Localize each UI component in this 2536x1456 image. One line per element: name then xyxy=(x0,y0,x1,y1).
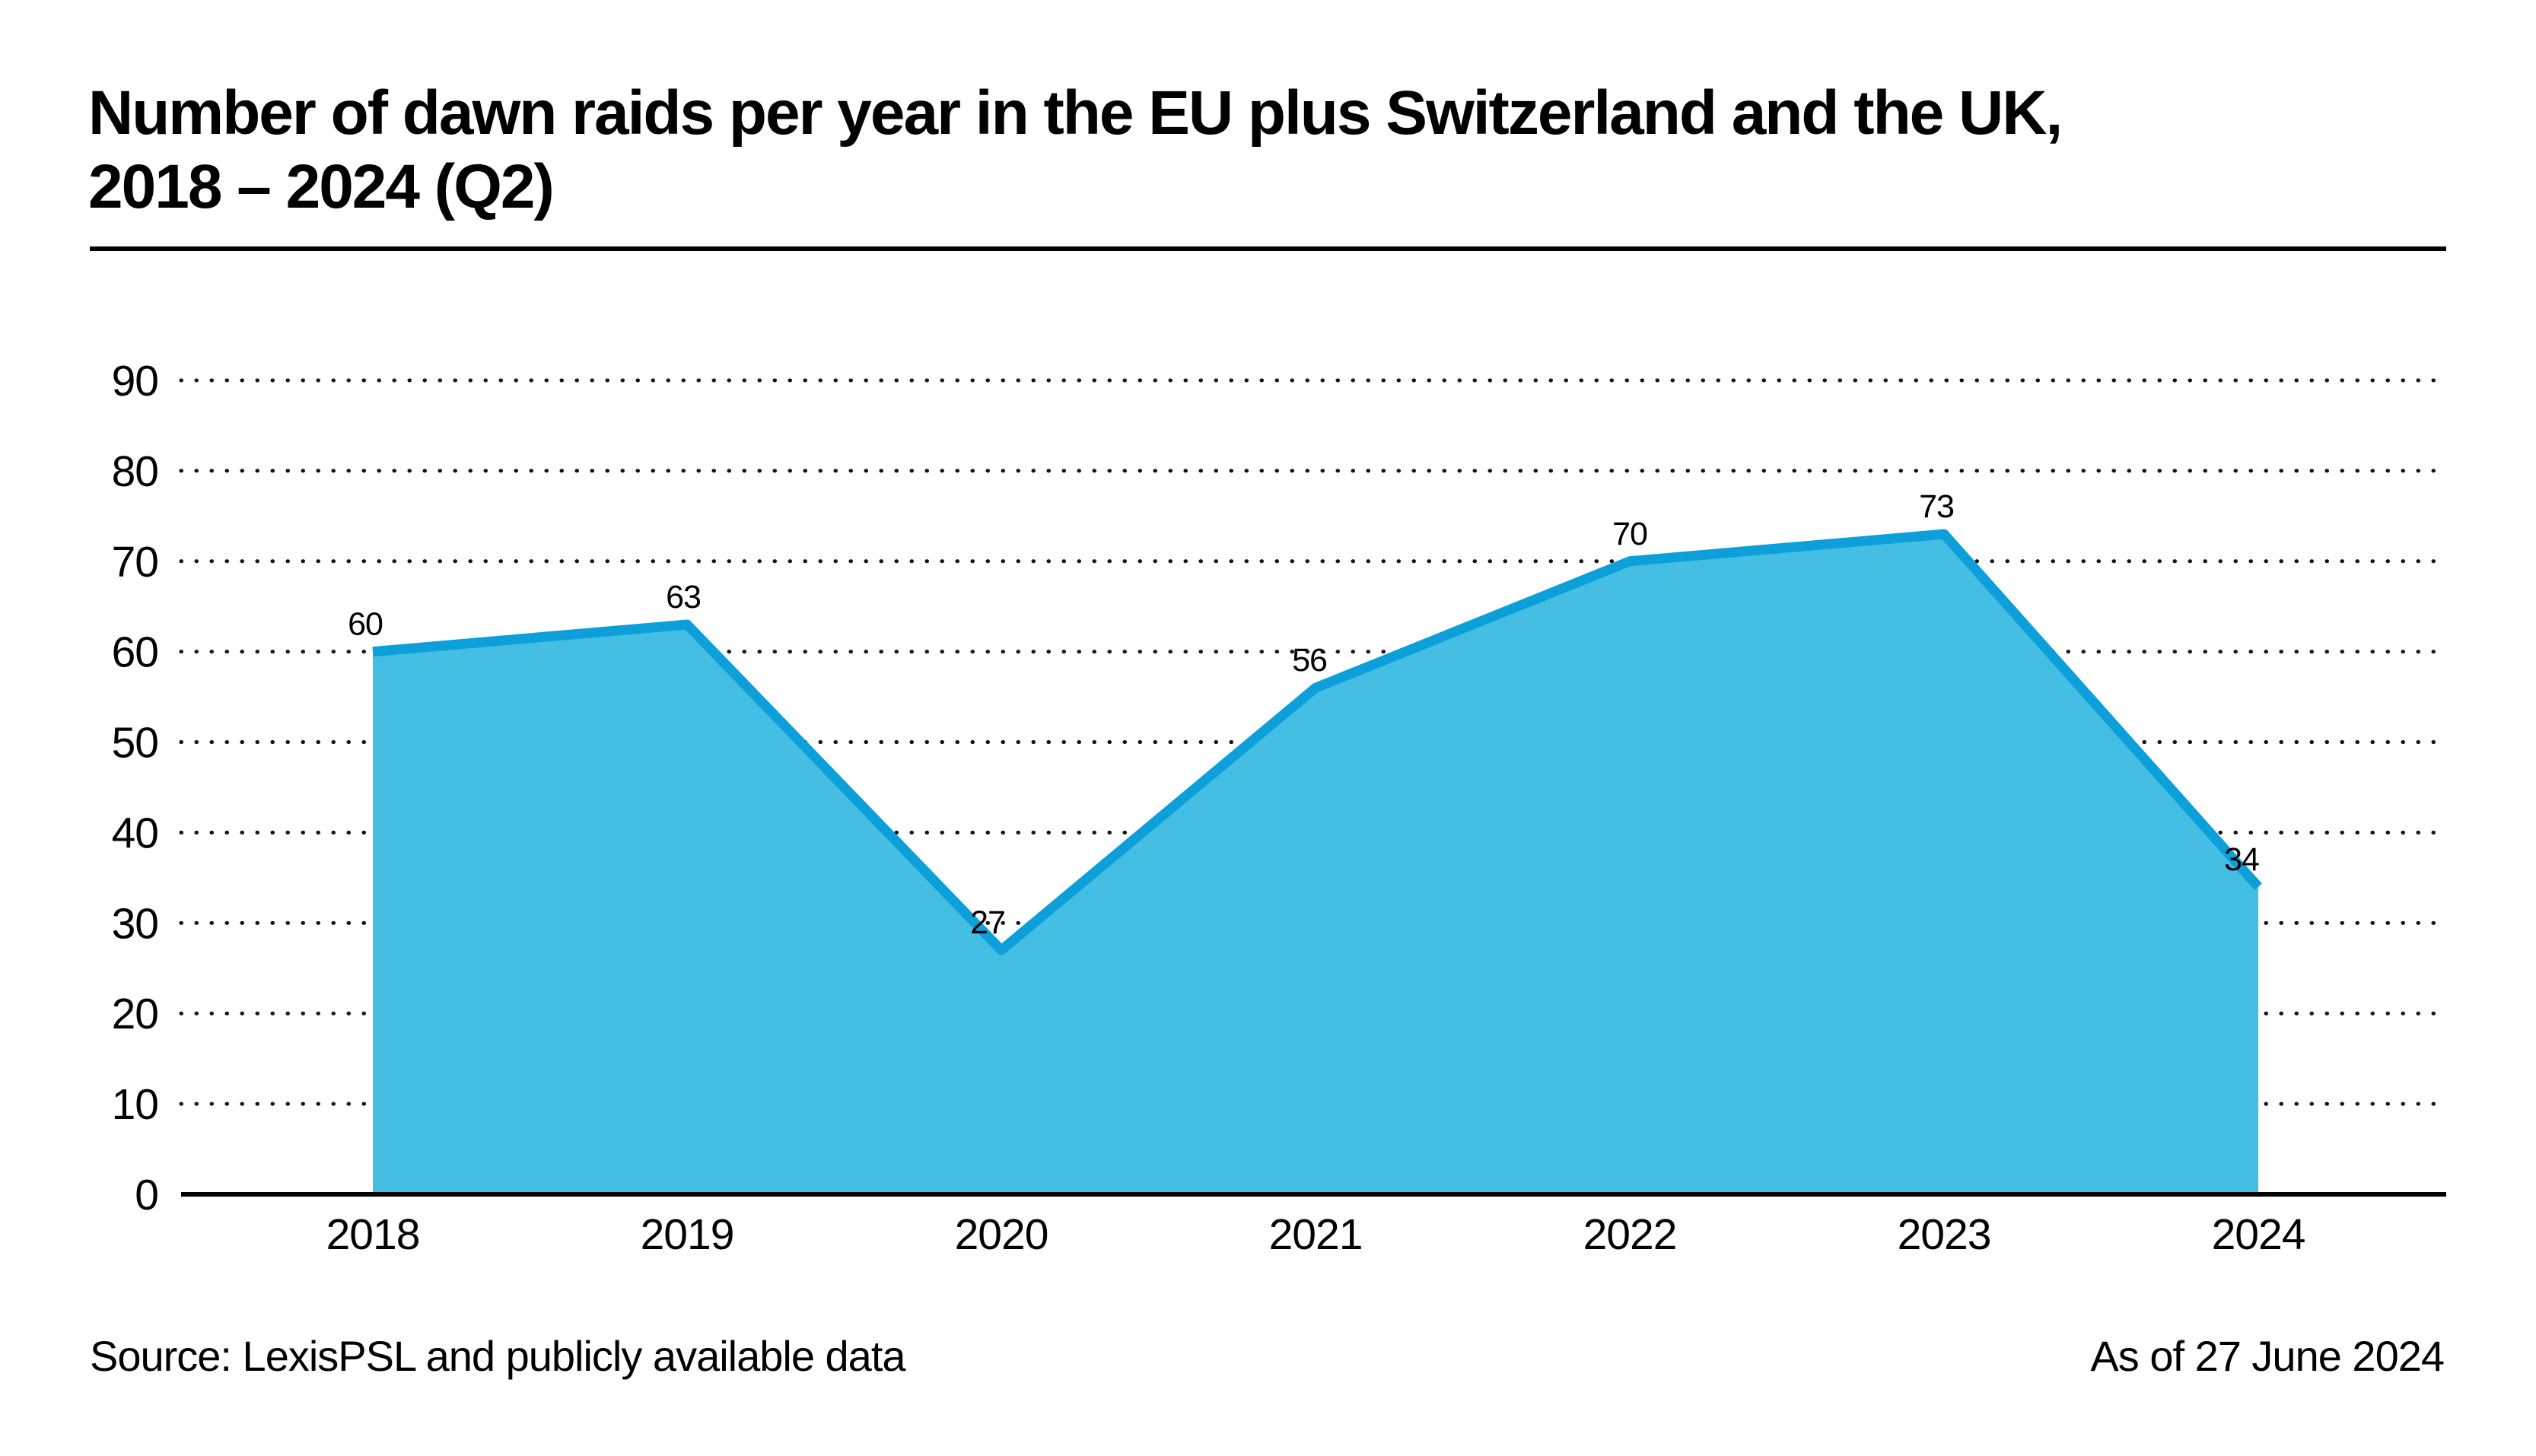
y-tick-label-40: 40 xyxy=(112,809,158,857)
x-tick-label-2023: 2023 xyxy=(1898,1210,1991,1259)
source-note: Source: LexisPSL and publicly available … xyxy=(90,1332,906,1380)
page-title-line-2: 2018 – 2024 (Q2) xyxy=(88,152,553,221)
y-tick-label-50: 50 xyxy=(112,719,158,768)
data-label-2024: 34 xyxy=(2224,841,2259,878)
y-tick-label-30: 30 xyxy=(112,899,158,948)
area-fill xyxy=(373,534,2258,1194)
y-tick-label-0: 0 xyxy=(135,1171,158,1219)
y-tick-label-80: 80 xyxy=(112,447,158,496)
y-tick-label-20: 20 xyxy=(112,990,158,1038)
page-title-line-1: Number of dawn raids per year in the EU … xyxy=(88,78,2061,148)
y-tick-label-60: 60 xyxy=(112,628,158,677)
as-of-note: As of 27 June 2024 xyxy=(2090,1332,2444,1380)
data-label-2021: 56 xyxy=(1292,642,1327,679)
x-tick-label-2022: 2022 xyxy=(1583,1210,1677,1259)
labels-group: 0 10 20 30 40 50 60 70 80 90 2018 60 2019 63 2020 27 202… xyxy=(112,357,2306,1259)
data-label-2023: 73 xyxy=(1919,488,1954,525)
data-label-2020: 27 xyxy=(970,904,1005,941)
y-tick-label-90: 90 xyxy=(112,357,158,405)
y-tick-label-10: 10 xyxy=(112,1080,158,1129)
y-tick-label-70: 70 xyxy=(112,538,158,587)
x-tick-label-2020: 2020 xyxy=(955,1210,1048,1259)
area-series-group xyxy=(372,529,2262,1194)
x-tick-label-2018: 2018 xyxy=(326,1210,420,1259)
data-label-2022: 70 xyxy=(1612,516,1647,552)
trend-line xyxy=(372,529,2262,955)
data-label-2018: 60 xyxy=(348,606,383,643)
data-label-2019: 63 xyxy=(666,579,701,615)
x-tick-label-2024: 2024 xyxy=(2212,1210,2305,1259)
x-tick-label-2019: 2019 xyxy=(641,1210,734,1259)
x-tick-label-2021: 2021 xyxy=(1269,1210,1363,1259)
